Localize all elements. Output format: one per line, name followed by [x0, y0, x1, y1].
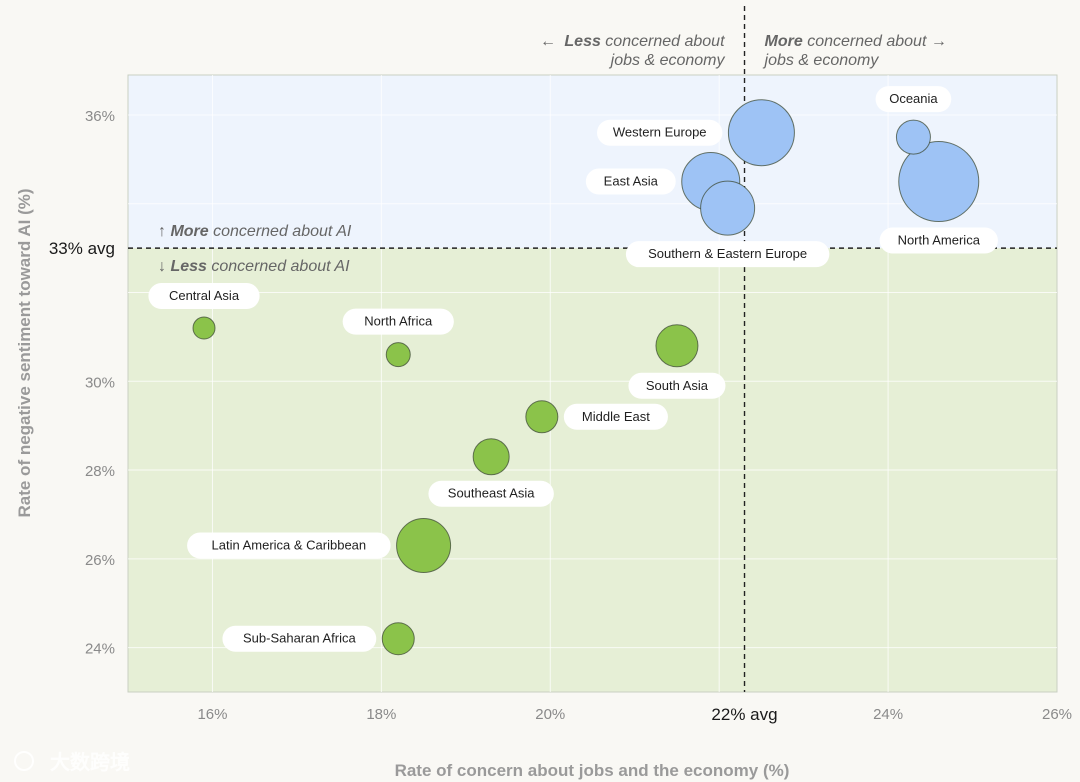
plot-frame: [127, 74, 1058, 693]
arrow-up-icon: ↑: [158, 223, 170, 240]
point-label-text: Oceania: [889, 91, 938, 106]
annotation-less-ai: ↓ Less concerned about AI: [158, 258, 350, 275]
point-label-bg: [625, 241, 830, 268]
point-label: Southeast Asia: [428, 480, 554, 507]
x-avg-label: 22% avg: [711, 705, 777, 724]
bubble-western-europe: [727, 99, 795, 167]
point-label-text: North America: [898, 233, 981, 248]
y-tick-label: 24%: [85, 641, 115, 658]
y-tick-label: 30%: [85, 374, 115, 391]
point-label: East Asia: [585, 168, 676, 195]
point-label: Middle East: [563, 403, 668, 430]
arrow-down-icon: ↓: [158, 258, 170, 275]
point-label: Oceania: [875, 86, 952, 113]
x-tick-label: 24%: [873, 706, 903, 723]
x-tick-label: 16%: [197, 706, 227, 723]
bubble-southeast-asia: [472, 438, 510, 476]
arrow-left-icon: ←: [540, 33, 556, 50]
annotation-less-jobs: ← Less concerned about: [540, 33, 725, 50]
point-label-bg: [187, 532, 391, 559]
point-label-bg: [342, 308, 454, 335]
point-label-text: Middle East: [582, 409, 650, 424]
point-label-text: Southeast Asia: [448, 486, 535, 501]
point-label: South Asia: [628, 372, 726, 399]
y-tick-label: 26%: [85, 552, 115, 569]
point-label-text: Latin America & Caribbean: [212, 538, 367, 553]
y-avg-label: 33% avg: [49, 239, 115, 258]
x-axis-title: Rate of concern about jobs and the econo…: [395, 761, 790, 780]
y-tick-label: 36%: [85, 108, 115, 125]
point-label: Western Europe: [597, 119, 723, 146]
annotation-more-jobs: More concerned about →: [765, 33, 947, 50]
point-label-text: Western Europe: [613, 125, 707, 140]
point-label-bg: [428, 480, 554, 507]
watermark: 大数跨境: [14, 750, 130, 774]
point-label-text: Sub-Saharan Africa: [243, 631, 357, 646]
point-label-text: North Africa: [364, 314, 433, 329]
point-label-bg: [585, 168, 676, 195]
bubble-north-america: [898, 141, 980, 223]
point-label-text: Central Asia: [169, 288, 240, 303]
point-label: Latin America & Caribbean: [187, 532, 391, 559]
point-label: Southern & Eastern Europe: [625, 241, 830, 268]
bubble-south-asia: [655, 324, 699, 368]
x-tick-label: 18%: [366, 706, 396, 723]
point-label: North Africa: [342, 308, 454, 335]
bubble-central-asia: [192, 316, 216, 340]
annotation-less-jobs-line2: jobs & economy: [609, 52, 726, 69]
point-label-text: Southern & Eastern Europe: [648, 246, 807, 261]
bubble-north-africa: [385, 342, 411, 368]
watermark-text: 大数跨境: [50, 750, 130, 774]
point-label: Sub-Saharan Africa: [222, 625, 377, 652]
point-label-bg: [879, 227, 998, 254]
x-tick-label: 20%: [535, 706, 565, 723]
point-label-bg: [628, 372, 726, 399]
y-tick-label: 28%: [85, 463, 115, 480]
annotation-more-ai: ↑ More concerned about AI: [158, 223, 352, 240]
point-label: North America: [879, 227, 998, 254]
point-label-bg: [148, 283, 260, 310]
bubble-middle-east: [525, 400, 559, 434]
watermark-logo-icon: [14, 751, 34, 771]
point-label: Central Asia: [148, 283, 260, 310]
point-label-bg: [875, 86, 952, 113]
point-label-bg: [597, 119, 723, 146]
bubble-southern-eastern-europe: [700, 180, 756, 236]
point-label-text: East Asia: [604, 174, 659, 189]
bubble-oceania: [895, 119, 931, 155]
point-label-bg: [222, 625, 377, 652]
point-label-text: South Asia: [646, 378, 709, 393]
x-tick-label: 26%: [1042, 706, 1072, 723]
bubble-sub-saharan-africa: [381, 622, 415, 656]
bubble-latin-america-caribbean: [396, 518, 452, 574]
annotation-more-jobs-line2: jobs & economy: [763, 52, 880, 69]
y-axis-title: Rate of negative sentiment toward AI (%): [15, 188, 34, 517]
point-label-bg: [563, 403, 668, 430]
